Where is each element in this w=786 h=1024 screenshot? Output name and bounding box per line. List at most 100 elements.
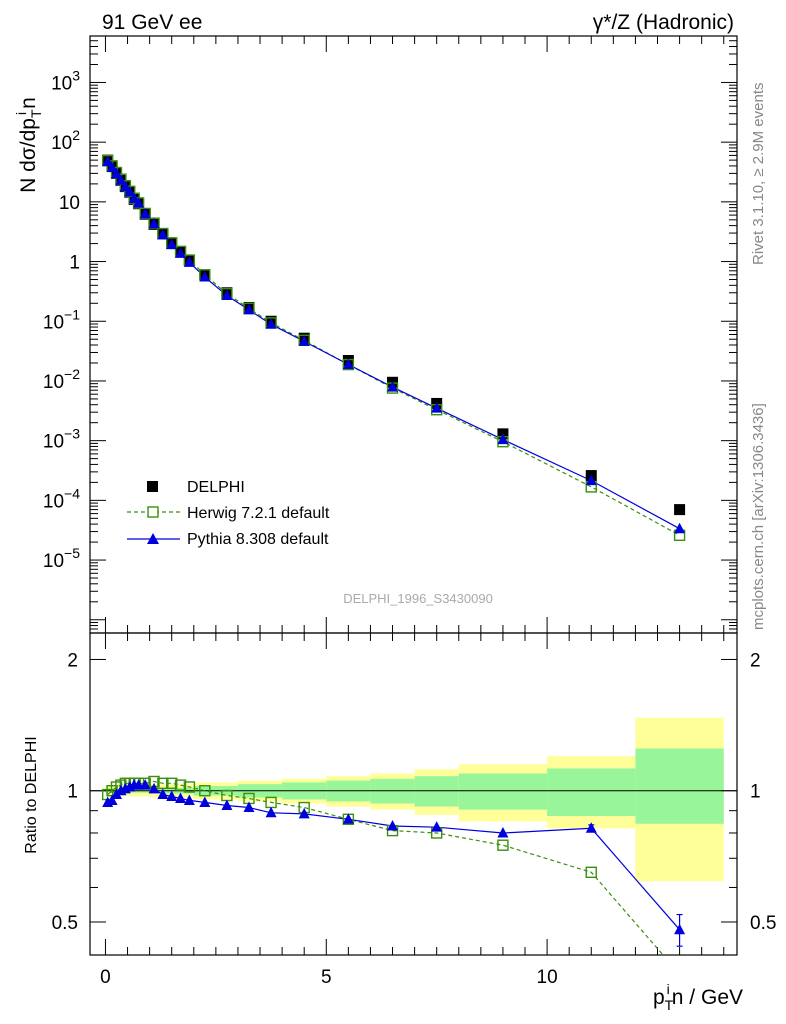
- ratio-x-tick-label-0: 0: [100, 967, 111, 988]
- pythia-ratio-point: [342, 813, 354, 824]
- ratio-y-tick-label-left-1: 1: [67, 782, 78, 803]
- pythia-point: [157, 228, 169, 240]
- pythia-point: [166, 238, 178, 250]
- pythia-point: [431, 402, 443, 413]
- delphi-point: [674, 504, 686, 516]
- main-y-tick-exp: −4: [64, 485, 80, 501]
- main-y-tick-exp: −5: [64, 545, 80, 561]
- pythia-ratio-point: [148, 782, 160, 794]
- pythia-point: [199, 271, 211, 282]
- main-y-tick-label-8: 103: [51, 67, 80, 94]
- legend: DELPHI Herwig 7.2.1 default Pythia 8.308…: [127, 479, 330, 548]
- band-inner-9: [547, 768, 636, 817]
- main-y-tick-exp: 3: [72, 67, 80, 83]
- legend-marker-delphi: [147, 481, 158, 492]
- ratio-y-tick-label-right-0: 0.5: [750, 913, 776, 934]
- pythia-point: [387, 381, 399, 392]
- x-axis-label-tail: n / GeV: [672, 986, 743, 1009]
- main-y-tick-label-6: 10: [59, 193, 80, 214]
- herwig-ratio-point: [174, 779, 187, 791]
- pythia-ratio-point: [265, 806, 277, 818]
- pythia-point: [298, 335, 310, 346]
- pythia-ratio-point: [139, 779, 151, 790]
- pythia-point: [175, 247, 187, 258]
- main-y-tick-label-1: 10−4: [43, 485, 80, 512]
- chart-title-right: γ*/Z (Hadronic): [593, 11, 734, 34]
- main-y-tick-label-7: 102: [51, 127, 80, 154]
- ratio-x-tick-label-2: 10: [537, 967, 558, 988]
- y-axis-label-main-tail: n: [17, 97, 40, 109]
- x-axis-label-sup: i: [667, 981, 670, 997]
- band-inner-10: [635, 748, 724, 824]
- pythia-point: [102, 155, 114, 167]
- y-axis-label-main-sub: T: [28, 109, 44, 118]
- pythia-point: [674, 522, 686, 534]
- legend-label-herwig: Herwig 7.2.1 default: [187, 505, 330, 522]
- herwig-ratio-point: [585, 866, 597, 879]
- ratio-y-tick-label-right-1: 1: [750, 782, 761, 803]
- pythia-ratio-point: [106, 794, 118, 805]
- herwig-ratio-point: [497, 839, 509, 851]
- pythia-point: [119, 180, 131, 192]
- pythia-point: [585, 474, 597, 486]
- main-y-tick-label-0: 10−5: [43, 545, 80, 572]
- herwig-ratio-point: [166, 777, 178, 789]
- x-axis-label-text: p: [653, 986, 665, 1009]
- herwig-ratio-point: [199, 785, 211, 797]
- pythia-point: [183, 256, 195, 267]
- pythia-ratio-point: [298, 807, 310, 819]
- pythia-point: [497, 433, 509, 445]
- pythia-ratio-point: [199, 796, 211, 807]
- pythia-ratio-point: [674, 923, 686, 935]
- ratio-y-tick-label-right-2: 2: [750, 650, 761, 671]
- pythia-ratio-point: [175, 792, 187, 803]
- legend-marker-pythia: [147, 533, 159, 544]
- main-series-group: [101, 154, 686, 541]
- pythia-point: [243, 303, 255, 315]
- main-y-tick-base: 10: [59, 193, 80, 214]
- pythia-point: [133, 197, 145, 208]
- band-inner-8: [458, 773, 548, 810]
- pythia-ratio-point: [431, 821, 443, 832]
- main-y-tick-base: 10: [43, 372, 64, 393]
- main-y-tick-exp: 2: [72, 127, 80, 143]
- main-y-tick-label-4: 10−1: [43, 306, 80, 333]
- uncertainty-band-group: [90, 717, 737, 882]
- pythia-ratio-point: [387, 820, 399, 831]
- ratio-panel-frame: [89, 632, 738, 956]
- pythia-point: [139, 207, 151, 219]
- ratio-y-tick-label-left-2: 2: [67, 650, 78, 671]
- main-y-tick-base: 10: [43, 312, 64, 333]
- y-axis-label-main-sup: i: [13, 112, 29, 115]
- legend-label-delphi: DELPHI: [187, 479, 245, 496]
- pythia-ratio-point: [497, 826, 509, 838]
- pythia-point: [342, 358, 354, 369]
- pythia-point: [115, 174, 127, 185]
- pythia-point: [106, 161, 118, 173]
- pythia-ratio-point: [157, 788, 169, 800]
- pythia-point: [124, 186, 136, 197]
- main-y-tick-exp: −2: [64, 366, 80, 382]
- main-y-tick-base: 10: [51, 73, 72, 94]
- y-axis-label-main-text: N dσ/dp: [17, 118, 40, 193]
- ratio-x-tick-label-1: 5: [321, 967, 332, 988]
- main-y-tick-base: 10: [43, 491, 64, 512]
- rivet-version-label: Rivet 3.1.10, ≥ 2.9M events: [750, 83, 767, 266]
- main-y-tick-base: 10: [43, 432, 64, 453]
- main-y-tick-label-2: 10−3: [43, 426, 80, 453]
- mcplots-label: mcplots.cern.ch [arXiv:1306.3436]: [750, 403, 767, 630]
- y-axis-label-main: N dσ/dpTin: [13, 97, 44, 193]
- y-axis-label-ratio: Ratio to DELPHI: [23, 736, 40, 853]
- legend-label-pythia: Pythia 8.308 default: [187, 531, 329, 548]
- pythia-ratio-point: [221, 799, 233, 810]
- pythia-point: [221, 289, 233, 301]
- main-y-tick-base: 1: [69, 253, 80, 274]
- pythia-ratio-point: [243, 801, 255, 813]
- main-y-tick-label-3: 10−2: [43, 366, 80, 393]
- ratio-y-tick-label-left-0: 0.5: [52, 913, 78, 934]
- main-y-tick-base: 10: [43, 551, 64, 572]
- herwig-ratio-point: [183, 781, 196, 793]
- main-y-tick-exp: −1: [64, 306, 80, 322]
